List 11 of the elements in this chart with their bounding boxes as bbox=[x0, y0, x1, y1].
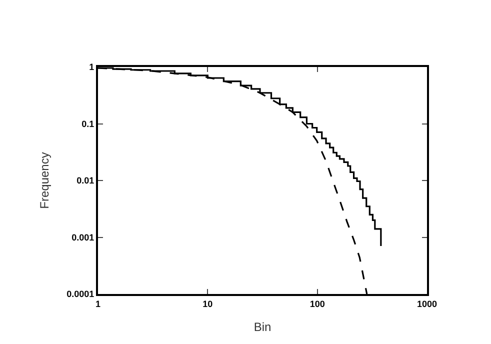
x-axis-title: Bin bbox=[254, 320, 272, 334]
y-axis-title: Frequency bbox=[37, 152, 52, 209]
x-tick-label: 100 bbox=[310, 298, 325, 309]
y-tick-label: 1 bbox=[89, 62, 94, 72]
x-tick-label: 1000 bbox=[416, 298, 438, 309]
y-tick-label: 0.001 bbox=[72, 232, 94, 242]
y-tick-label: 0.1 bbox=[82, 118, 94, 129]
y-tick-label: 0.0001 bbox=[66, 289, 94, 300]
x-tick-label: 1 bbox=[95, 298, 101, 309]
y-tick-label: 0.01 bbox=[76, 176, 94, 186]
x-tick-label: 10 bbox=[202, 298, 213, 309]
